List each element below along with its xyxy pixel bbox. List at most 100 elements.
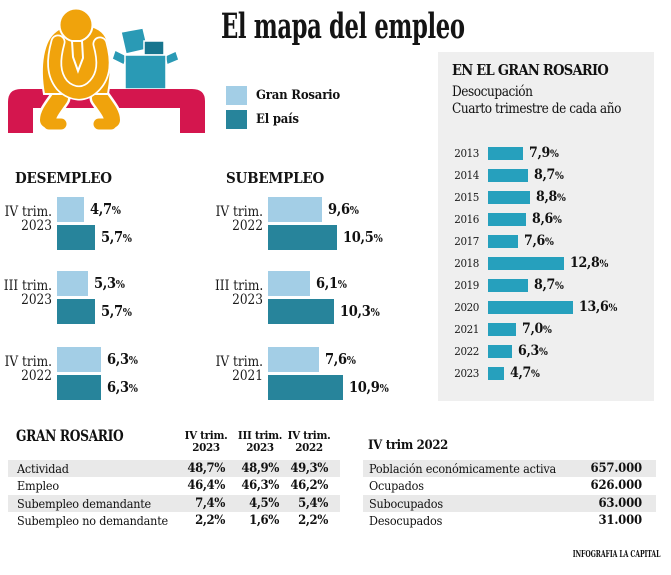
table-row: Subempleo demandante 7,4% 4,5% 5,4% xyxy=(8,494,340,512)
bar-value: 6,3% xyxy=(518,343,548,359)
legend-swatch-el-pais xyxy=(226,110,247,129)
bar-value: 5,7% xyxy=(101,303,132,320)
bar-value: 8,7% xyxy=(534,167,564,183)
period-line2: 2023 xyxy=(21,291,52,308)
desocupacion-bar xyxy=(488,212,526,226)
bar-value: 8,7% xyxy=(534,277,564,293)
bar-gran-rosario xyxy=(57,347,101,372)
cell-value: 46,2% xyxy=(290,478,328,494)
period-line1: IV trim. xyxy=(215,353,263,370)
column-header: IV trim. 2023 xyxy=(176,428,236,454)
desocupacion-bar xyxy=(488,234,518,248)
bar-el-pais xyxy=(57,225,95,250)
period-label: IV trim. 2022 xyxy=(215,205,268,233)
bar-el-pais xyxy=(268,225,337,250)
period-line1: IV trim. xyxy=(4,353,52,370)
legend-item-gran-rosario: Gran Rosario xyxy=(226,86,340,105)
bar-el-pais xyxy=(268,375,343,400)
row-label: Subocupados xyxy=(369,495,443,511)
legend-label: Gran Rosario xyxy=(256,88,340,103)
desocupacion-bar xyxy=(488,256,564,270)
desocupacion-bar xyxy=(488,322,516,336)
bar-el-pais xyxy=(57,299,95,324)
desocupacion-bar xyxy=(488,190,530,204)
cell-value: 49,3% xyxy=(290,460,328,476)
subempleo-chart-title: SUBEMPLEO xyxy=(226,169,325,187)
period-line2: 2021 xyxy=(232,367,263,384)
desocupacion-row: 2017 7,6% xyxy=(438,230,654,252)
cell-value: 46,4% xyxy=(187,478,225,494)
year-label: 2017 xyxy=(454,234,479,248)
bar-value: 5,7% xyxy=(101,229,132,246)
desempleo-chart-title: DESEMPLEO xyxy=(15,169,112,187)
desempleo-group-1: IV trim. 2023 4,7% 5,7% xyxy=(0,197,132,250)
row-label: Subempleo no demandante xyxy=(17,513,168,529)
bar-value: 9,6% xyxy=(328,201,359,218)
bar-value: 7,6% xyxy=(524,233,554,249)
cell-value: 7,4% xyxy=(195,495,225,511)
desocupacion-bar xyxy=(488,344,512,358)
column-header-line1: IV trim. xyxy=(287,428,331,442)
bar-value: 4,7% xyxy=(510,365,540,381)
period-label: IV trim. 2022 xyxy=(0,355,57,383)
table-row: Desocupados 31.000 xyxy=(363,512,656,530)
year-label: 2019 xyxy=(454,278,479,292)
panel-subtitle: Cuarto trimestre de cada año xyxy=(452,101,621,117)
row-label: Ocupados xyxy=(369,478,424,494)
desocupacion-bar xyxy=(488,168,528,182)
person-icon xyxy=(37,8,123,131)
desocupacion-bar xyxy=(488,278,528,292)
desempleo-group-3: IV trim. 2022 6,3% 6,3% xyxy=(0,347,138,400)
cell-value: 48,7% xyxy=(187,460,225,476)
period-label: III trim. 2023 xyxy=(215,279,268,307)
desocupacion-row: 2021 7,0% xyxy=(438,318,654,340)
legend: Gran Rosario El país xyxy=(226,86,340,134)
column-header-line1: IV trim. xyxy=(184,428,228,442)
bar-value: 6,3% xyxy=(107,351,138,368)
period-label: IV trim. 2023 xyxy=(0,205,57,233)
year-label: 2018 xyxy=(454,256,479,270)
row-label: Subempleo demandante xyxy=(17,495,152,511)
cell-value: 5,4% xyxy=(298,495,328,511)
year-label: 2016 xyxy=(454,212,479,226)
bar-value: 5,3% xyxy=(94,275,125,292)
subempleo-group-2: III trim. 2023 6,1% 10,3% xyxy=(215,271,380,324)
desocupacion-row: 2022 6,3% xyxy=(438,340,654,362)
table-row: Empleo 46,4% 46,3% 46,2% xyxy=(8,477,340,495)
row-label: Actividad xyxy=(17,460,69,476)
year-label: 2014 xyxy=(454,168,479,182)
year-label: 2023 xyxy=(454,366,479,380)
cell-value: 2,2% xyxy=(195,513,225,529)
bar-gran-rosario xyxy=(268,197,322,222)
period-label: IV trim. 2021 xyxy=(215,355,268,383)
column-header-line2: 2023 xyxy=(192,439,220,454)
bar-value: 4,7% xyxy=(90,201,121,218)
bar-gran-rosario xyxy=(57,197,84,222)
period-line1: III trim. xyxy=(3,277,52,294)
column-header-line1: III trim. xyxy=(237,428,283,442)
cell-value: 4,5% xyxy=(249,495,279,511)
table-row: Ocupados 626.000 xyxy=(363,477,656,495)
table-row: Subocupados 63.000 xyxy=(363,494,656,512)
bar-el-pais xyxy=(57,375,101,400)
bar-value: 10,9% xyxy=(349,379,389,396)
bar-value: 7,0% xyxy=(522,321,552,337)
bar-value: 13,6% xyxy=(579,299,618,315)
period-line2: 2022 xyxy=(21,367,52,384)
table-title: IV trim 2022 xyxy=(368,438,449,453)
legend-label: El país xyxy=(256,112,299,127)
subempleo-group-3: IV trim. 2021 7,6% 10,9% xyxy=(215,347,389,400)
year-label: 2020 xyxy=(454,300,479,314)
cell-value: 48,9% xyxy=(241,460,279,476)
credit-line: INFOGRAFIA LA CAPITAL xyxy=(572,550,660,560)
page-title: El mapa del empleo xyxy=(221,6,465,47)
desocupacion-row: 2014 8,7% xyxy=(438,164,654,186)
bar-value: 6,1% xyxy=(316,275,347,292)
cell-value: 2,2% xyxy=(298,513,328,529)
period-line1: IV trim. xyxy=(215,203,263,220)
gran-rosario-panel: EN EL GRAN ROSARIO Desocupación Cuarto t… xyxy=(438,52,654,401)
bar-value: 10,5% xyxy=(343,229,383,246)
desocupacion-row: 2018 12,8% xyxy=(438,252,654,274)
desocupacion-bar xyxy=(488,300,573,314)
